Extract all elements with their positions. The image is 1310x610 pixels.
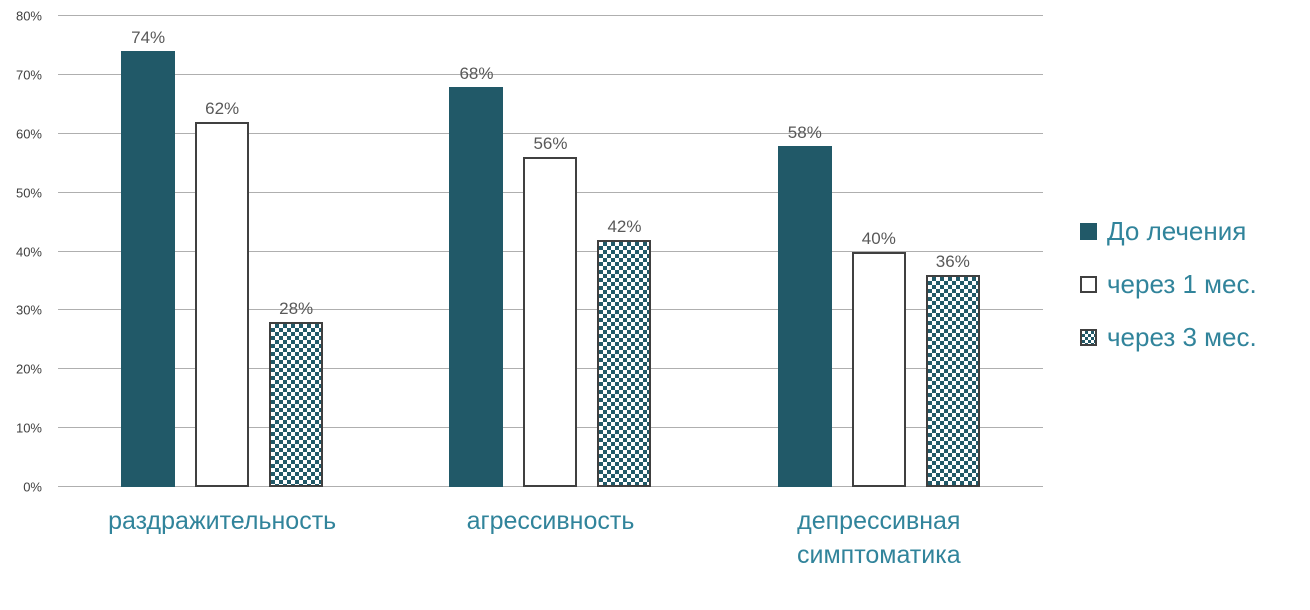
value-label: 74% bbox=[131, 28, 166, 48]
gridline bbox=[58, 73, 1043, 75]
bar-column: 42% bbox=[597, 16, 652, 487]
value-label: 56% bbox=[533, 134, 568, 154]
category-label: агрессивность bbox=[466, 507, 635, 535]
y-tick-label: 80% bbox=[15, 8, 42, 24]
value-label: 40% bbox=[861, 228, 896, 248]
legend-label: через 3 мес. bbox=[1107, 322, 1257, 352]
y-tick-label: 60% bbox=[15, 126, 42, 142]
bar-checker bbox=[925, 275, 980, 487]
value-label: 58% bbox=[787, 122, 822, 142]
bar-solid bbox=[777, 145, 832, 487]
legend-label: через 1 мес. bbox=[1107, 269, 1257, 299]
bar-column: 58% bbox=[777, 16, 832, 487]
bar-group: 74% 62% 28% bbox=[58, 16, 386, 487]
y-tick-label: 70% bbox=[15, 67, 42, 83]
y-tick-label: 50% bbox=[15, 185, 42, 201]
bar-group: 58% 40% 36% bbox=[715, 16, 1043, 487]
legend-marker-icon bbox=[1080, 328, 1097, 346]
bar-column: 74% bbox=[121, 16, 176, 487]
bar-groups: 74% 62% 28% 68% 56% 42% 58% 40% 36% bbox=[58, 16, 1043, 487]
y-tick-label: 30% bbox=[15, 302, 42, 318]
bar-column: 28% bbox=[269, 16, 324, 487]
y-tick-label: 40% bbox=[15, 244, 42, 259]
legend-item: через 3 мес. bbox=[1080, 324, 1257, 350]
legend-label: До лечения bbox=[1107, 216, 1247, 246]
y-axis: 0% 10% 20% 30% 40% 50% 60% 70% 80% bbox=[0, 10, 50, 494]
legend-item: До лечения bbox=[1080, 218, 1257, 244]
bar-column: 40% bbox=[851, 16, 906, 487]
legend-marker-icon bbox=[1080, 275, 1097, 293]
bar-checker bbox=[269, 322, 324, 487]
bar-solid bbox=[449, 86, 504, 487]
value-label: 68% bbox=[459, 63, 494, 83]
value-label: 62% bbox=[205, 98, 240, 118]
y-tick-label: 10% bbox=[15, 420, 42, 436]
legend: До лечения через 1 мес. через 3 мес. bbox=[1080, 218, 1257, 350]
bar-column: 62% bbox=[195, 16, 250, 487]
plot-area: 74% 62% 28% 68% 56% 42% 58% 40% 36% bbox=[58, 15, 1043, 487]
bar-outline bbox=[851, 251, 906, 487]
legend-marker-icon bbox=[1080, 222, 1097, 240]
x-axis-labels: раздражительность агрессивность депрессивн… bbox=[58, 505, 1043, 573]
value-label: 42% bbox=[607, 216, 642, 236]
gridline bbox=[58, 132, 1043, 134]
bar-outline bbox=[195, 121, 250, 487]
legend-item: через 1 мес. bbox=[1080, 271, 1257, 297]
bar-column: 36% bbox=[925, 16, 980, 487]
bar-column: 68% bbox=[449, 16, 504, 487]
bar-column: 56% bbox=[523, 16, 578, 487]
y-tick-label: 20% bbox=[15, 361, 42, 377]
bar-checker bbox=[597, 239, 652, 487]
value-label: 28% bbox=[279, 299, 314, 319]
category-label: депрессивная симптоматика bbox=[797, 507, 961, 569]
category-label: раздражительность bbox=[108, 507, 337, 535]
gridline bbox=[58, 15, 1043, 16]
value-label: 36% bbox=[935, 252, 970, 272]
y-tick-label: 0% bbox=[23, 479, 42, 495]
bar-solid bbox=[121, 51, 176, 487]
bar-outline bbox=[523, 157, 578, 487]
bar-group: 68% 56% 42% bbox=[386, 16, 714, 487]
